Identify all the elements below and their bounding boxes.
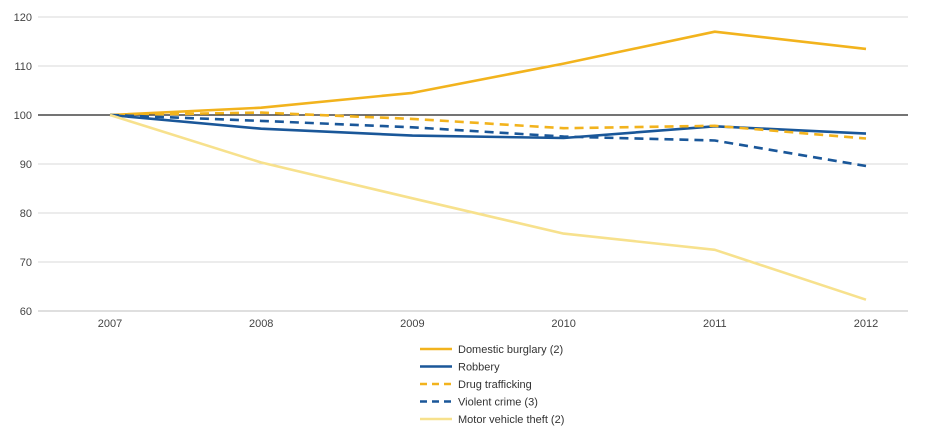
x-tick-label: 2011 [703,318,727,330]
y-tick-label: 80 [20,208,32,220]
y-tick-label: 90 [20,159,32,171]
legend: Domestic burglary (2) Robbery Drug traffic… [420,344,564,426]
x-tick-label: 2010 [551,318,575,330]
x-tick-label: 2012 [854,318,878,330]
y-tick-label: 70 [20,257,32,269]
y-tick-label: 120 [14,12,32,24]
y-tick-label: 110 [14,61,32,73]
axes: 60 70 80 90 100 110 120 2007 2008 2009 2010 2011 201… [14,12,908,330]
y-tick-label: 60 [20,306,32,318]
plot-area [109,30,867,301]
x-tick-label: 2008 [249,318,273,330]
legend-label: Robbery [458,362,500,374]
legend-label: Drug trafficking [458,379,532,391]
legend-label: Motor vehicle theft (2) [458,414,564,426]
x-tick-label: 2007 [98,318,122,330]
series-line-0 [109,30,867,117]
series-line-2 [109,111,867,140]
grid [38,16,908,312]
x-tick-label: 2009 [400,318,424,330]
legend-label: Domestic burglary (2) [458,344,563,356]
legend-label: Violent crime (3) [458,397,538,409]
series-line-3 [109,113,867,168]
series-line-4 [109,113,867,301]
y-tick-label: 100 [14,110,32,122]
